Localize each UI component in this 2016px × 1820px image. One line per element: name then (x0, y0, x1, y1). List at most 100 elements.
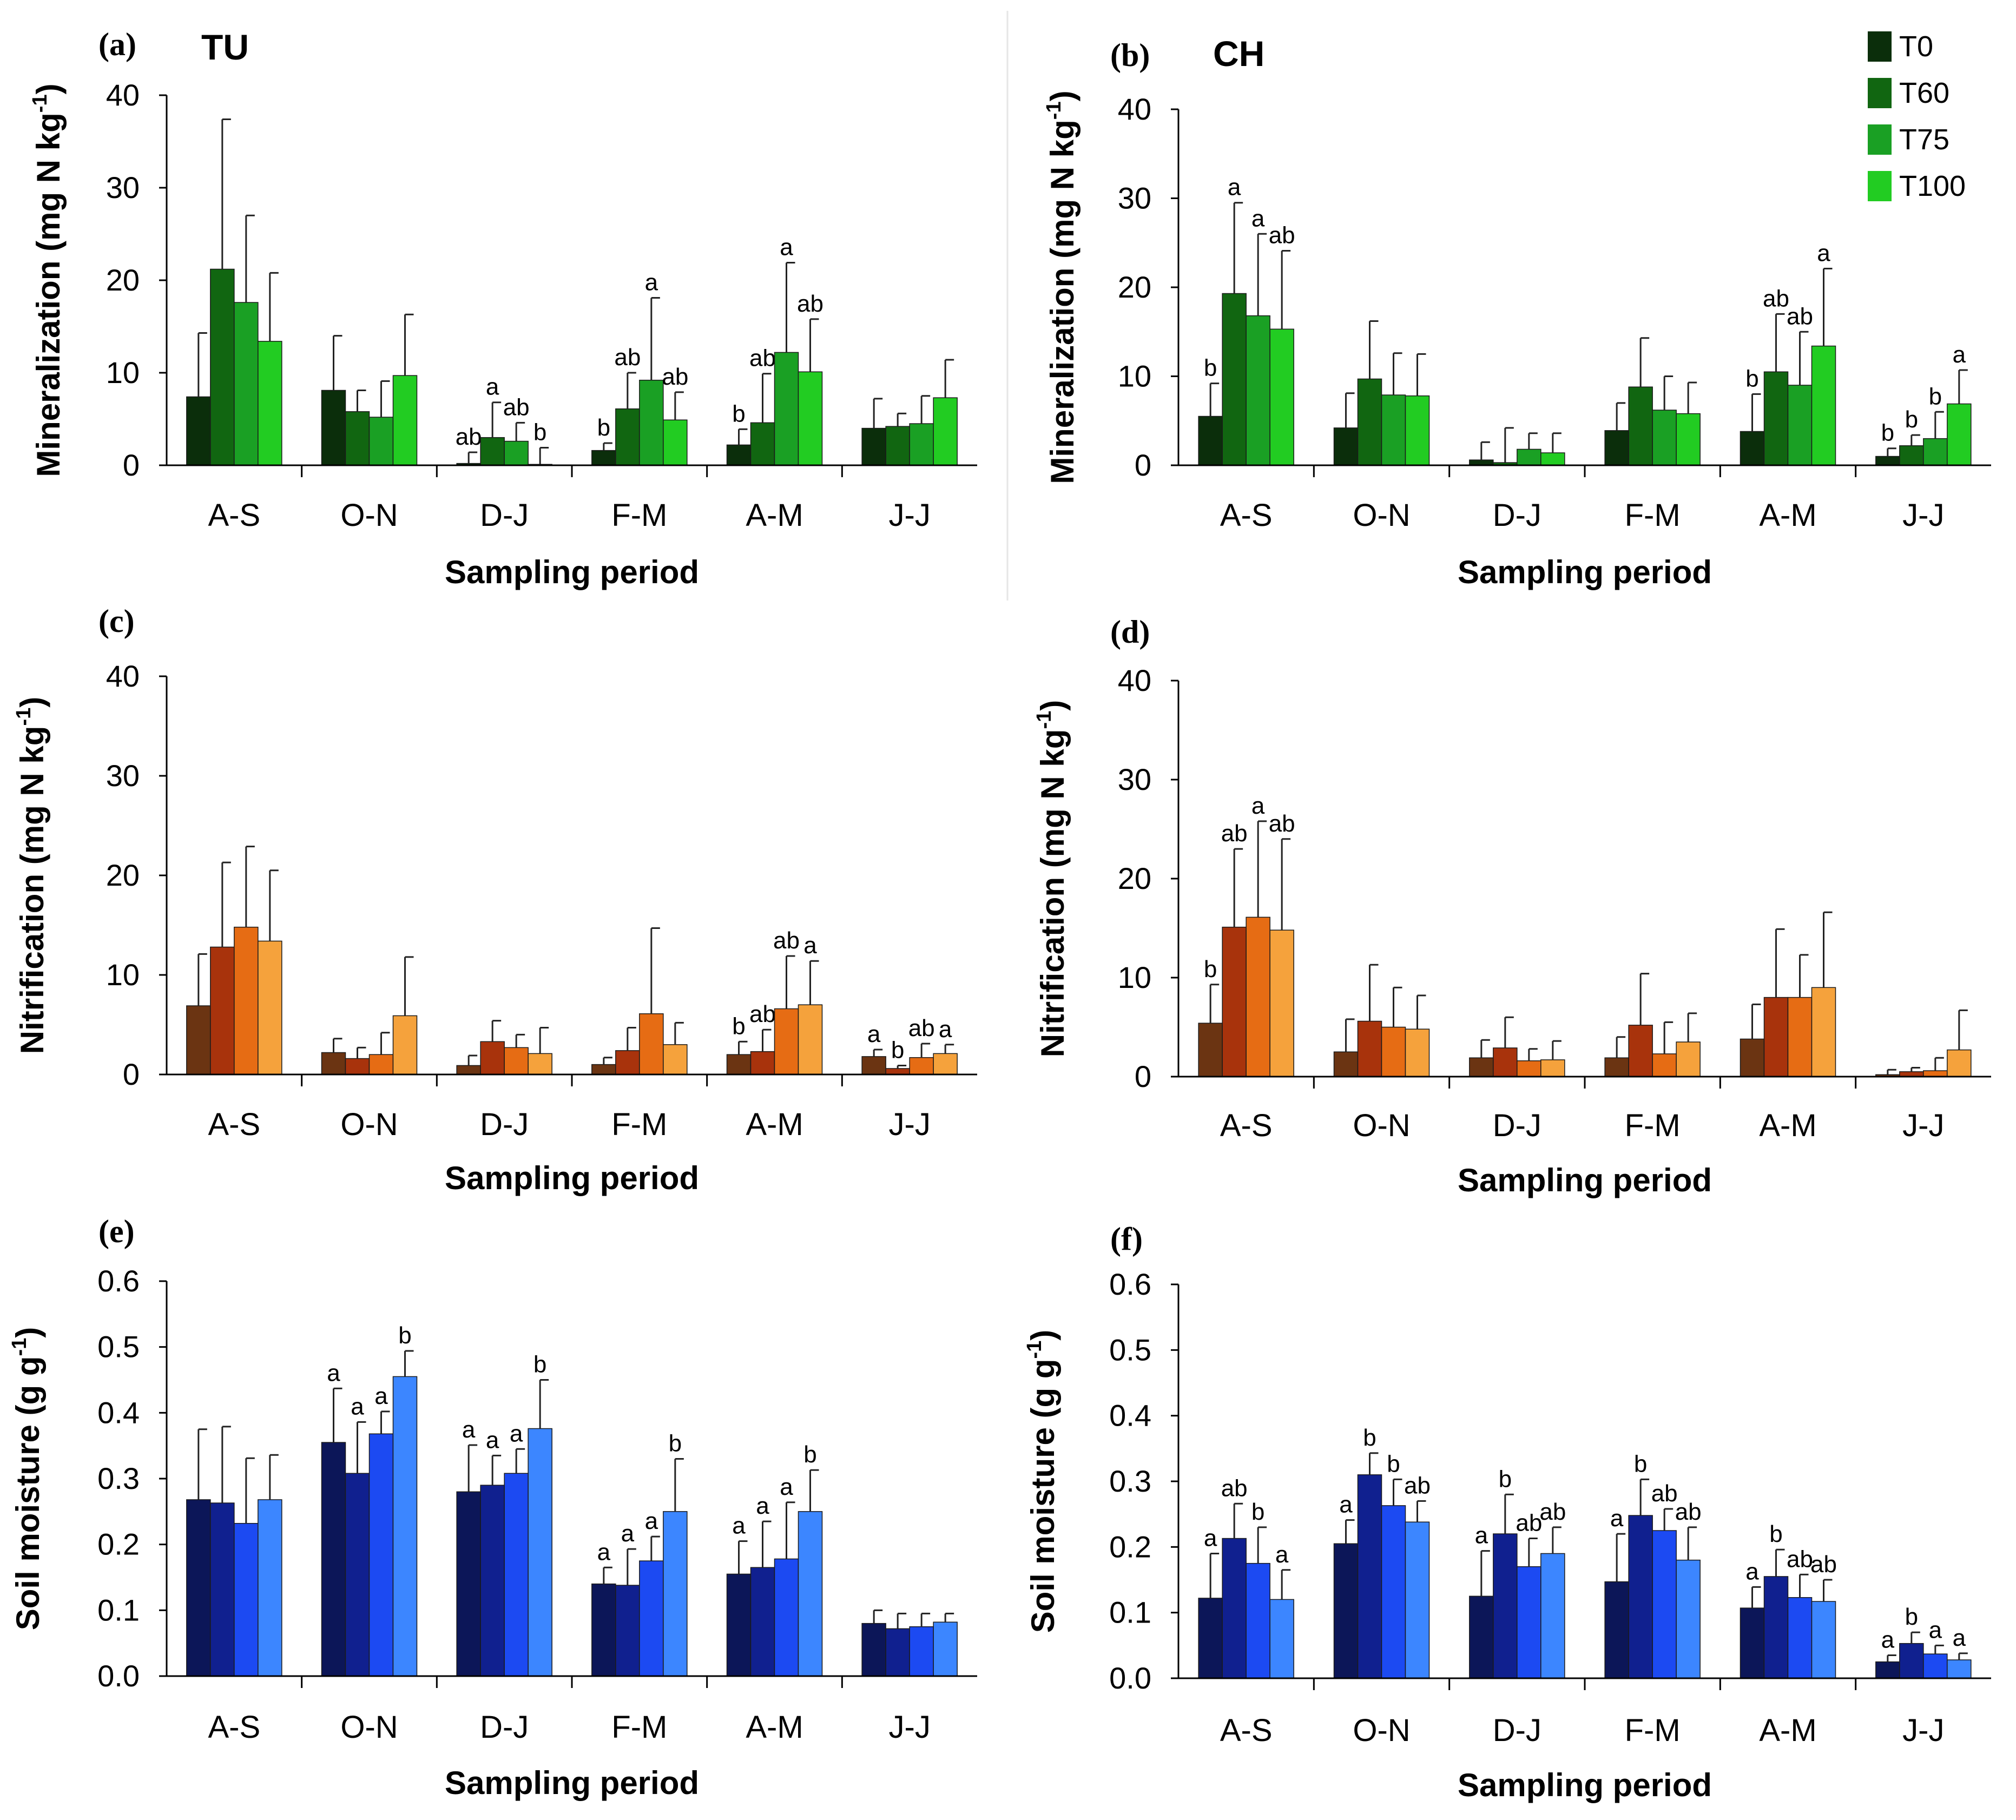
y-tick-label: 30 (106, 170, 140, 205)
significance-letter: ab (1651, 1480, 1678, 1507)
bar (392, 1015, 418, 1075)
bar (1740, 1038, 1765, 1077)
bar (1652, 1530, 1677, 1679)
significance-letter: ab (1787, 303, 1813, 329)
bar (258, 341, 282, 466)
bar (1628, 386, 1653, 466)
bar (1198, 416, 1223, 466)
bar (1875, 1661, 1900, 1679)
bar (1198, 1598, 1223, 1679)
bar (615, 1050, 640, 1075)
significance-letter: b (891, 1037, 904, 1063)
bar (1517, 1060, 1541, 1077)
chart-title: CH (1213, 34, 1264, 74)
category-label: A-M (1759, 498, 1816, 533)
bar (1381, 394, 1406, 466)
bar (726, 1573, 752, 1677)
bar (1540, 1059, 1565, 1077)
bar (750, 1567, 775, 1677)
bar (1740, 431, 1765, 466)
significance-letter: a (1275, 1541, 1289, 1568)
bar (1333, 1051, 1359, 1077)
bar (504, 440, 529, 466)
bar (774, 1558, 799, 1677)
bar (1333, 1543, 1359, 1679)
bar (933, 1621, 958, 1677)
bar (1787, 385, 1813, 466)
bar (1357, 1020, 1382, 1077)
category-label: O-N (1353, 498, 1410, 533)
y-tick-label: 0.0 (1109, 1661, 1151, 1695)
bar (615, 408, 640, 466)
bar (368, 417, 394, 466)
panel-label: (f) (1110, 1221, 1143, 1257)
significance-letter: a (939, 1016, 952, 1043)
significance-letter: ab (1539, 1499, 1566, 1525)
significance-letter: a (1817, 240, 1830, 266)
chart-panel-c: (c) 0 10 20 30 40 Nitrification (mg N kg-1) A-S… (12, 603, 977, 1196)
bar (1517, 1566, 1541, 1679)
bar (639, 379, 664, 466)
bar (1269, 929, 1294, 1077)
category-label: A-S (1220, 1108, 1273, 1143)
bar (1269, 328, 1294, 466)
bar (1405, 1028, 1430, 1077)
bar (368, 1433, 394, 1677)
category-label: O-N (340, 498, 398, 533)
category-label: A-M (746, 1710, 803, 1745)
x-axis-title: Sampling period (445, 554, 699, 590)
y-tick-label: 0 (123, 1057, 140, 1091)
bar (1469, 1057, 1494, 1077)
y-axis-title-end: ) (1025, 1330, 1061, 1341)
significance-letter: a (803, 932, 817, 959)
chart-title: TU (201, 27, 249, 67)
significance-letter: b (732, 1013, 745, 1039)
category-label: A-S (208, 1107, 260, 1142)
bar (1493, 1533, 1518, 1679)
y-tick-label: 20 (106, 263, 140, 297)
bar (591, 1064, 616, 1075)
bar (480, 1485, 505, 1677)
bar (1517, 449, 1541, 466)
significance-letter: b (1634, 1450, 1647, 1477)
significance-letter: a (462, 1416, 476, 1443)
category-label: D-J (480, 1710, 529, 1745)
y-axis-title-sup: -1 (1033, 711, 1056, 729)
category-label: A-M (1759, 1713, 1816, 1748)
bar (1604, 1057, 1629, 1077)
bar (1811, 345, 1836, 466)
bar (186, 396, 211, 466)
y-axis-title-end: ) (10, 1327, 46, 1338)
legend-label: T100 (1899, 170, 1966, 202)
bar (885, 1628, 910, 1677)
bar (1381, 1026, 1406, 1077)
significance-letter: b (1881, 420, 1894, 446)
bar (1405, 395, 1430, 466)
significance-letter: b (732, 400, 745, 427)
significance-letter: a (486, 1427, 499, 1453)
bar (861, 1056, 886, 1075)
significance-letter: a (1204, 1525, 1217, 1551)
bar (750, 422, 775, 466)
significance-letter: a (867, 1021, 881, 1047)
bar (368, 1054, 394, 1075)
bar (1947, 1049, 1972, 1077)
bar (1357, 1474, 1382, 1679)
y-tick-label: 0.3 (97, 1461, 140, 1495)
y-tick-label: 30 (106, 759, 140, 793)
panel-label: (d) (1110, 614, 1150, 650)
bar (345, 411, 370, 466)
category-label: J-J (1902, 1713, 1944, 1748)
y-axis-title: Nitrification (mg N kg-1) (1033, 700, 1071, 1057)
category-label: O-N (340, 1710, 398, 1745)
significance-letter: b (1745, 365, 1758, 392)
bar (591, 450, 616, 466)
category-label: D-J (1493, 498, 1541, 533)
y-tick-label: 40 (1118, 663, 1151, 697)
bar (1628, 1515, 1653, 1679)
category-label: J-J (889, 1710, 931, 1745)
bar (1899, 445, 1924, 466)
x-axis-title: Sampling period (445, 1765, 699, 1801)
bar (258, 940, 282, 1075)
bar (1811, 1601, 1836, 1679)
